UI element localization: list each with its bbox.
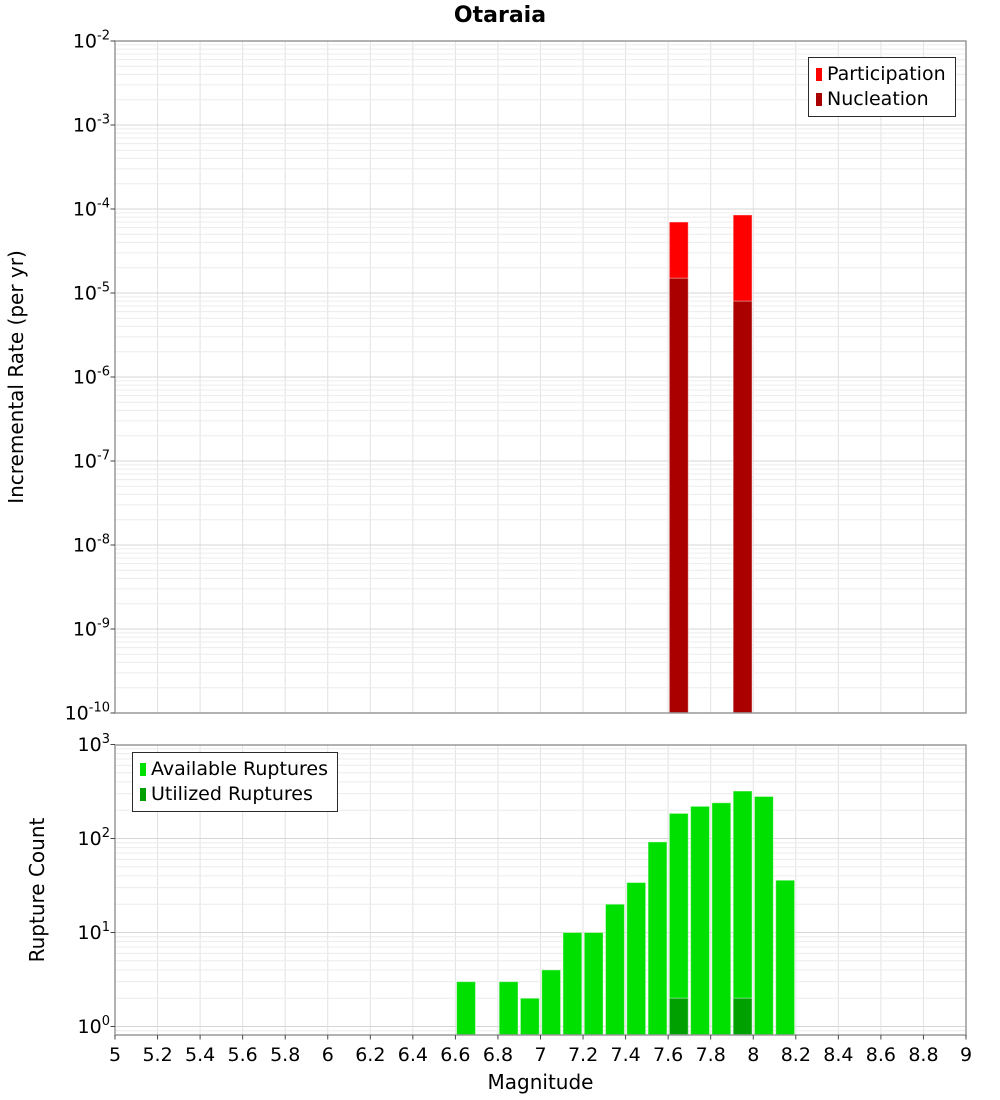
bar-available-m7 [541,969,562,1036]
x-tick-label: 8.8 [908,1044,938,1066]
bar-available-m7.1 [562,932,583,1036]
x-tick-label: 6.2 [355,1044,385,1066]
count-y-axis-label: Rupture Count [25,817,49,963]
bars-available-ruptures [456,790,796,1036]
rate-y-axis-label: Incremental Rate (per yr) [4,250,28,504]
x-tick-label: 7 [534,1044,546,1066]
x-tick-label: 5.8 [270,1044,300,1066]
bar-available-m7.7 [690,805,710,1036]
x-tick-label: 7.4 [610,1044,640,1066]
x-tick-label: 8.4 [823,1044,853,1066]
y-tick-label: 10-9 [73,617,110,641]
bar-available-m7.5 [647,841,668,1036]
bar-available-m8 [753,795,774,1036]
y-tick-label: 103 [78,732,110,756]
x-tick-label: 6.8 [483,1044,513,1066]
bar-nucleation-m7.9 [732,300,753,714]
legend-label: Nucleation [827,88,929,110]
y-tick-label: 10-6 [73,365,110,389]
y-tick-label: 100 [78,1014,110,1038]
y-tick-label: 10-3 [73,113,110,137]
x-tick-label: 5.2 [142,1044,172,1066]
x-tick-label: 6 [322,1044,334,1066]
bar-available-m7.2 [583,932,604,1036]
y-tick-labels: 10-2 10-3 10-4 10-5 10-6 10-7 10-8 10-9 10-10 [65,29,115,725]
x-tick-label: 5.4 [185,1044,215,1066]
legend-label: Participation [827,63,946,85]
x-tick-label: 5.6 [228,1044,258,1066]
x-axis-label: Magnitude [487,1070,594,1094]
x-tick-label: 7.8 [696,1044,726,1066]
bar-available-m7.4 [626,882,647,1036]
horizontal-gridlines [115,44,966,689]
bars-nucleation [668,277,753,714]
legend-label: Utilized Ruptures [151,783,313,805]
bars-utilized-ruptures [668,997,753,1036]
rate-chart: 10-2 10-3 10-4 10-5 10-6 10-7 10-8 10-9 10-10 [65,29,967,725]
y-tick-label: 10-4 [73,197,110,221]
y-tick-label: 101 [78,920,110,944]
bar-available-m6.8 [498,981,519,1036]
y-tick-labels: 103 102 101 100 [78,732,115,1038]
nucleation-swatch [816,93,822,106]
legend-item-participation: Participation [816,62,946,87]
bar-available-m8.1 [775,879,796,1036]
x-tick-label: 7.6 [653,1044,683,1066]
page-title: Otaraia [453,3,547,28]
x-tick-label: 6.6 [440,1044,470,1066]
bar-nucleation-m7.6 [668,277,689,714]
horizontal-gridlines [115,748,966,1032]
legend-item-available-ruptures: Available Ruptures [140,757,328,782]
x-tick-label: 7.2 [568,1044,598,1066]
legend-item-nucleation: Nucleation [816,87,946,112]
bar-utilized-m7.6 [668,997,689,1036]
y-tick-label: 102 [78,826,110,850]
y-tick-label: 10-8 [73,533,110,557]
legend-label: Available Ruptures [151,758,328,780]
count-legend: Available Ruptures Utilized Ruptures [132,752,338,812]
x-tick-label: 9 [960,1044,972,1066]
bar-available-m7.8 [711,802,732,1036]
legend-item-utilized-ruptures: Utilized Ruptures [140,782,328,807]
y-tick-label: 10-10 [65,701,110,725]
bar-available-m7.3 [605,903,625,1036]
x-tick-label: 8.6 [866,1044,896,1066]
x-tick-label: 8 [747,1044,759,1066]
participation-swatch [816,68,822,81]
bar-available-m6.6 [456,981,476,1036]
bar-available-m6.9 [519,997,540,1036]
y-tick-label: 10-7 [73,449,110,473]
y-tick-label: 10-5 [73,281,110,305]
bar-utilized-m7.9 [732,997,753,1036]
utilized-ruptures-swatch [140,788,146,801]
available-ruptures-swatch [140,763,146,776]
y-tick-label: 10-2 [73,29,110,53]
x-tick-label: 6.4 [398,1044,428,1066]
x-tick-label: 5 [109,1044,121,1066]
x-tick-label: 8.2 [781,1044,811,1066]
rate-legend: Participation Nucleation [808,57,956,117]
x-tick-labels: 5 5.2 5.4 5.6 5.8 6 6.2 6.4 6.6 6.8 7 7.2 7.4 7.6 7.8 8… [109,1035,972,1066]
